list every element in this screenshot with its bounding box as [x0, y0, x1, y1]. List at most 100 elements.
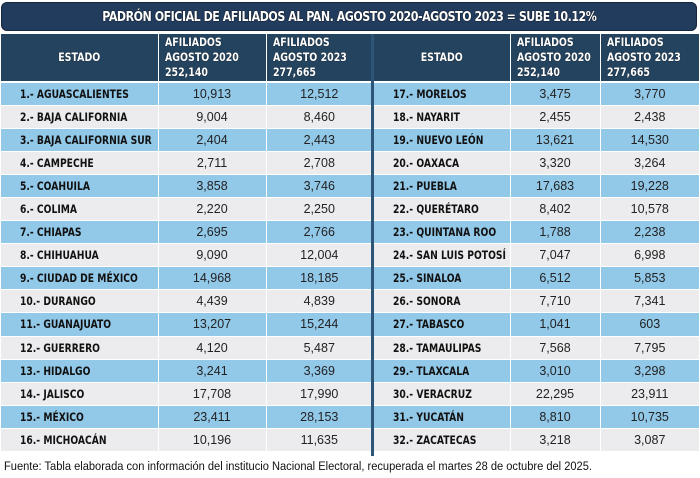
- afiliados-2020-cell: 7,047: [510, 243, 601, 268]
- estado-name: 27.- TABASCO: [393, 317, 465, 332]
- estado-name: 3.- BAJA CALIFORNIA SUR: [20, 132, 152, 147]
- estado-name: 14.- JALISCO: [20, 386, 85, 401]
- estado-cell: 15.- MÉXICO: [1, 405, 159, 429]
- estado-cell: 21.- PUEBLA: [374, 174, 511, 198]
- estado-cell: 8.- CHIHUAHUA: [1, 243, 159, 268]
- estado-name: 31.- YUCATÁN: [393, 409, 464, 424]
- estado-cell: 11.- GUANAJUATO: [1, 312, 159, 337]
- table-row: 20.- OAXACA 3,320 3,264: [374, 151, 699, 175]
- estado-name: 10.- DURANGO: [20, 294, 96, 309]
- table-left: ESTADO AFILIADOS AGOSTO 2020 252,140 AFI…: [1, 34, 372, 453]
- afiliados-2023-cell: 6,998: [600, 243, 699, 268]
- estado-name: 5.- COAHUILA: [20, 178, 90, 193]
- afiliados-2020-cell: 7,568: [510, 336, 601, 360]
- estado-cell: 32.- ZACATECAS: [374, 428, 511, 453]
- table-row: 32.- ZACATECAS 3,218 3,087: [374, 428, 699, 453]
- table-row: 25.- SINALOA 6,512 5,853: [374, 266, 699, 291]
- table-row: 21.- PUEBLA 17,683 19,228: [374, 174, 699, 198]
- afiliados-2023-cell: 5,487: [266, 336, 372, 360]
- estado-cell: 20.- OAXACA: [374, 151, 511, 175]
- estado-cell: 23.- QUINTANA ROO: [374, 220, 511, 245]
- table-row: 30.- VERACRUZ 22,295 23,911: [374, 382, 699, 406]
- header-afiliados-2020: AFILIADOS AGOSTO 2020 252,140: [510, 34, 601, 83]
- estado-cell: 30.- VERACRUZ: [374, 382, 511, 406]
- afiliados-2020-cell: 2,455: [510, 105, 601, 129]
- estado-cell: 10.- DURANGO: [1, 289, 159, 314]
- estado-cell: 31.- YUCATÁN: [374, 405, 511, 429]
- estado-name: 26.- SONORA: [393, 294, 461, 309]
- afiliados-2023-cell: 12,004: [266, 243, 372, 268]
- table-row: 9.- CIUDAD DE MÉXICO 14,968 18,185: [1, 266, 372, 291]
- table-row: 17.- MORELOS 3,475 3,770: [374, 82, 699, 106]
- afiliados-2023-cell: 5,853: [600, 266, 699, 291]
- table-row: 24.- SAN LUIS POTOSÍ 7,047 6,998: [374, 243, 699, 268]
- table-right: ESTADO AFILIADOS AGOSTO 2020 252,140 AFI…: [374, 34, 699, 453]
- afiliados-2020-cell: 9,090: [158, 243, 267, 268]
- afiliados-2020-cell: 17,708: [158, 382, 267, 406]
- estado-cell: 22.- QUERÉTARO: [374, 197, 511, 222]
- estado-name: 28.- TAMAULIPAS: [393, 340, 482, 355]
- afiliados-2020-cell: 14,968: [158, 266, 267, 291]
- afiliados-2020-cell: 3,010: [510, 359, 601, 383]
- afiliados-2020-cell: 10,196: [158, 428, 267, 453]
- afiliados-2020-cell: 3,241: [158, 359, 267, 383]
- afiliados-2023-cell: 8,460: [266, 105, 372, 129]
- afiliados-2023-cell: 10,578: [600, 197, 699, 222]
- table-row: 26.- SONORA 7,710 7,341: [374, 289, 699, 314]
- afiliados-2020-cell: 1,041: [510, 312, 601, 337]
- estado-name: 23.- QUINTANA ROO: [393, 225, 497, 240]
- estado-name: 18.- NAYARIT: [393, 109, 460, 124]
- afiliados-2023-cell: 19,228: [600, 174, 699, 198]
- afiliados-2020-cell: 8,810: [510, 405, 601, 429]
- estado-cell: 2.- BAJA CALIFORNIA: [1, 105, 159, 129]
- afiliados-2020-cell: 9,004: [158, 105, 267, 129]
- afiliados-2020-cell: 10,913: [158, 82, 267, 106]
- estado-cell: 9.- CIUDAD DE MÉXICO: [1, 266, 159, 291]
- afiliados-2020-cell: 1,788: [510, 220, 601, 245]
- afiliados-2023-cell: 10,735: [600, 405, 699, 429]
- estado-name: 20.- OAXACA: [393, 155, 460, 170]
- afiliados-2023-cell: 2,708: [266, 151, 372, 175]
- afiliados-2020-cell: 2,695: [158, 220, 267, 245]
- estado-cell: 4.- CAMPECHE: [1, 151, 159, 175]
- table-row: 1.- AGUASCALIENTES 10,913 12,512: [1, 82, 372, 106]
- afiliados-2023-cell: 3,770: [600, 82, 699, 106]
- afiliados-2020-cell: 7,710: [510, 289, 601, 314]
- estado-cell: 24.- SAN LUIS POTOSÍ: [374, 243, 511, 268]
- table-row: 5.- COAHUILA 3,858 3,746: [1, 174, 372, 198]
- afiliados-2020-cell: 8,402: [510, 197, 601, 222]
- estado-cell: 16.- MICHOACÁN: [1, 428, 159, 453]
- table-left-body: 1.- AGUASCALIENTES 10,913 12,512 2.- BAJA C…: [1, 82, 372, 453]
- afiliados-2023-cell: 28,153: [266, 405, 372, 429]
- table-row: 13.- HIDALGO 3,241 3,369: [1, 359, 372, 383]
- afiliados-2020-cell: 3,218: [510, 428, 601, 453]
- estado-cell: 1.- AGUASCALIENTES: [1, 82, 159, 106]
- estado-name: 1.- AGUASCALIENTES: [20, 86, 129, 101]
- afiliados-2023-cell: 15,244: [266, 312, 372, 337]
- afiliados-2020-cell: 2,711: [158, 151, 267, 175]
- estado-cell: 6.- COLIMA: [1, 197, 159, 222]
- estado-name: 12.- GUERRERO: [20, 340, 100, 355]
- estado-name: 19.- NUEVO LEÓN: [393, 132, 484, 147]
- header-row: ESTADO AFILIADOS AGOSTO 2020 252,140 AFI…: [1, 34, 372, 83]
- estado-name: 8.- CHIHUAHUA: [20, 248, 99, 263]
- estado-cell: 29.- TLAXCALA: [374, 359, 511, 383]
- table-right-body: 17.- MORELOS 3,475 3,770 18.- NAYARIT 2,455 2…: [374, 82, 699, 453]
- afiliados-2023-cell: 18,185: [266, 266, 372, 291]
- header-afiliados-2023: AFILIADOS AGOSTO 2023 277,665: [266, 34, 372, 83]
- afiliados-2020-cell: 22,295: [510, 382, 601, 406]
- table-row: 14.- JALISCO 17,708 17,990: [1, 382, 372, 406]
- afiliados-2023-cell: 3,298: [600, 359, 699, 383]
- afiliados-2023-cell: 17,990: [266, 382, 372, 406]
- afiliados-2023-cell: 12,512: [266, 82, 372, 106]
- afiliados-2020-cell: 2,404: [158, 128, 267, 152]
- estado-cell: 14.- JALISCO: [1, 382, 159, 406]
- afiliados-2020-cell: 13,207: [158, 312, 267, 337]
- afiliados-2023-cell: 603: [600, 312, 699, 337]
- afiliados-2023-cell: 4,839: [266, 289, 372, 314]
- estado-name: 29.- TLAXCALA: [393, 363, 470, 378]
- estado-name: 11.- GUANAJUATO: [20, 317, 112, 332]
- header-estado: ESTADO: [374, 34, 511, 83]
- estado-cell: 19.- NUEVO LEÓN: [374, 128, 511, 152]
- table-row: 7.- CHIAPAS 2,695 2,766: [1, 220, 372, 245]
